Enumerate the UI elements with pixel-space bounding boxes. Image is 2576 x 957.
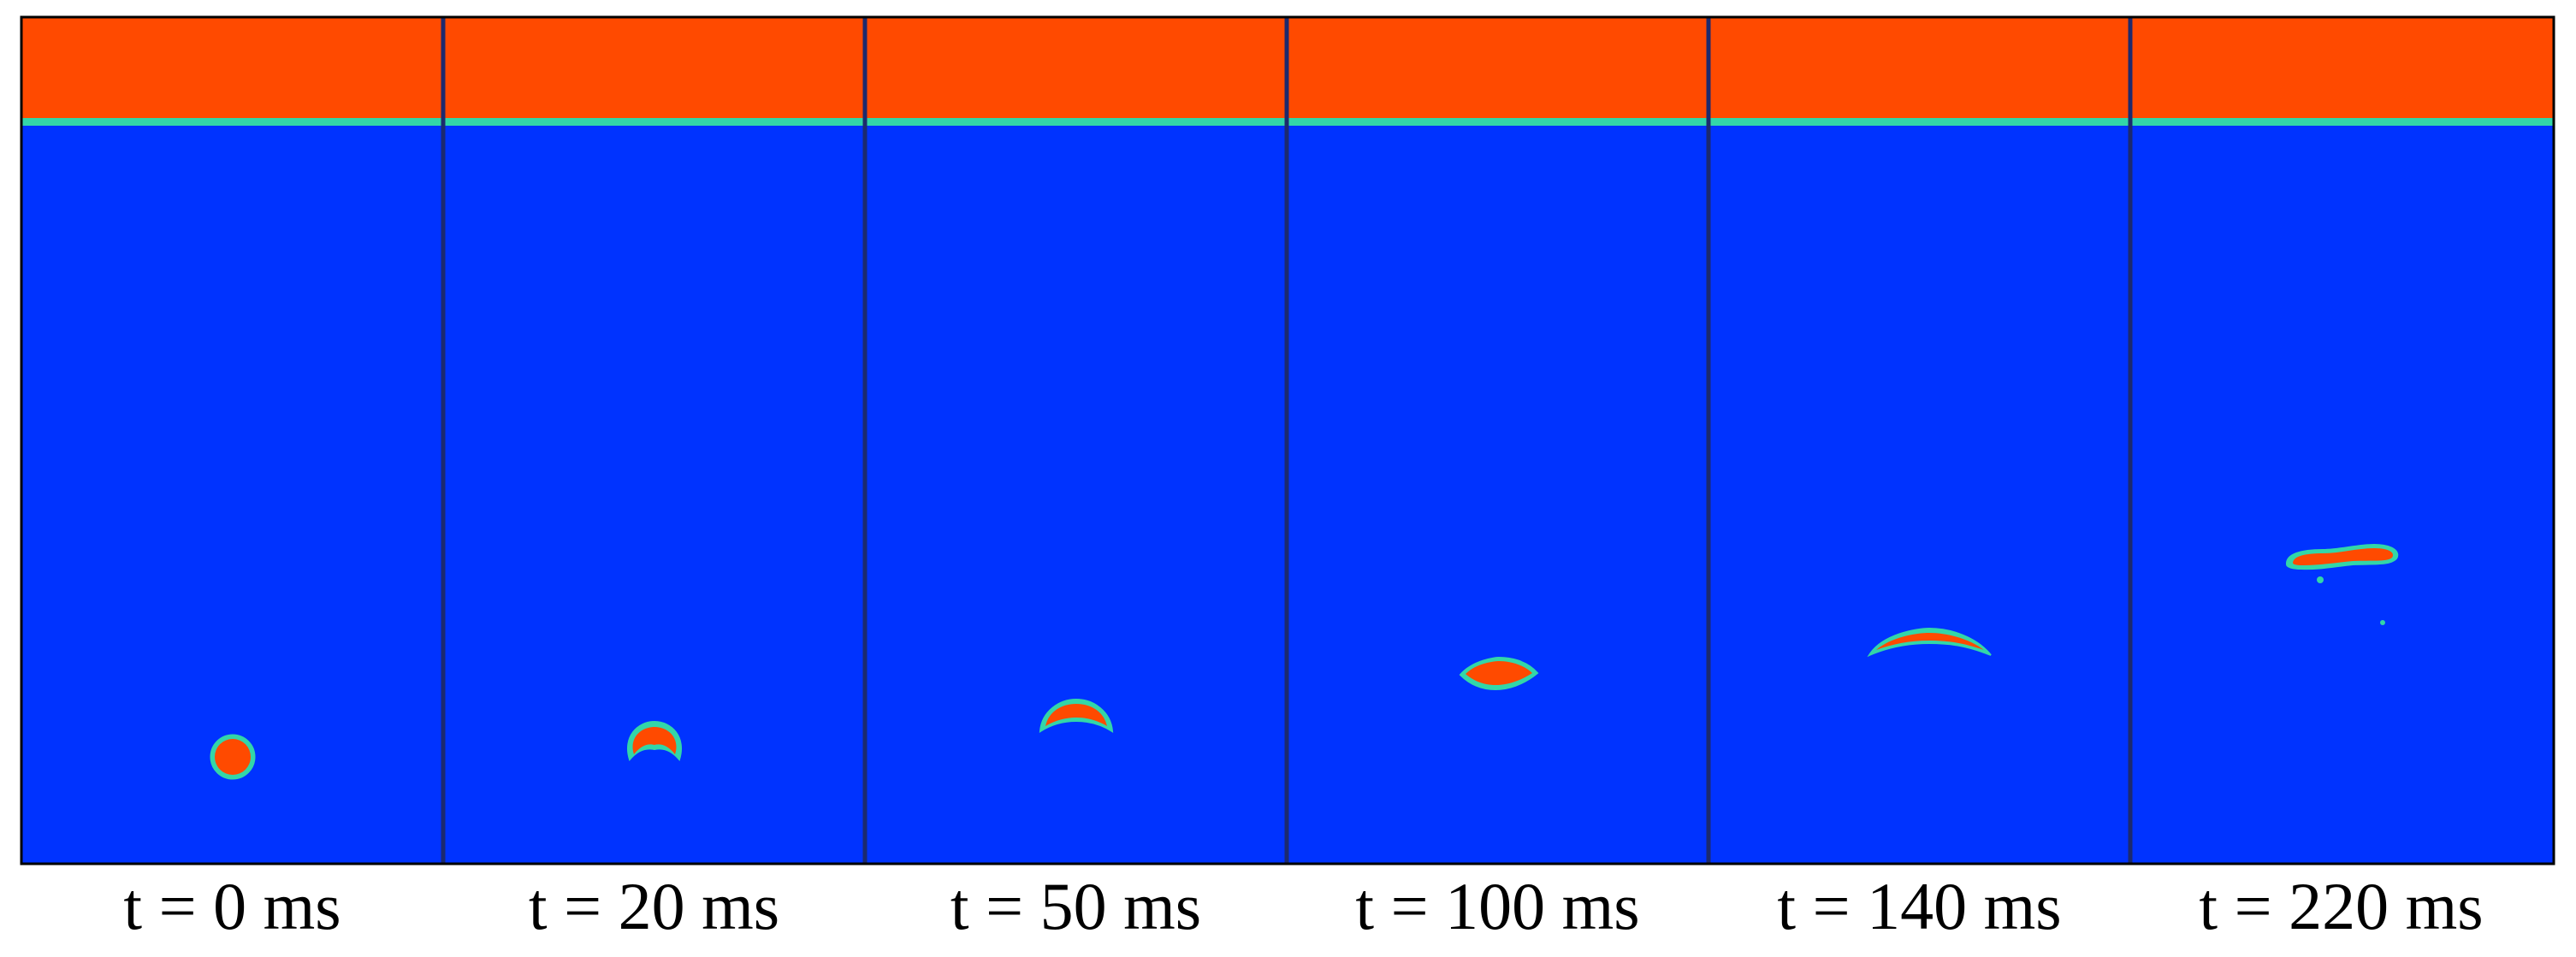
bubble-t20	[627, 720, 682, 762]
panel-label-t20: t = 20 ms	[528, 869, 780, 943]
figure-border	[20, 15, 2555, 865]
panel-label-t100: t = 100 ms	[1355, 869, 1640, 943]
satellite-droplet-1	[2317, 576, 2324, 583]
bubble-t100	[1459, 656, 1539, 691]
bubble-t50	[1039, 698, 1114, 733]
panel-label-t50: t = 50 ms	[950, 869, 1202, 943]
bubble-t140	[1867, 627, 1992, 658]
panel-label-t220: t = 220 ms	[2199, 869, 2484, 943]
satellite-droplet-2	[2380, 620, 2385, 625]
bubble-t0	[210, 734, 256, 780]
panel-dividers	[441, 17, 2133, 864]
panel-label-t140: t = 140 ms	[1777, 869, 2062, 943]
bubble-t220	[2286, 543, 2399, 625]
panel-label-t0: t = 0 ms	[123, 869, 341, 943]
